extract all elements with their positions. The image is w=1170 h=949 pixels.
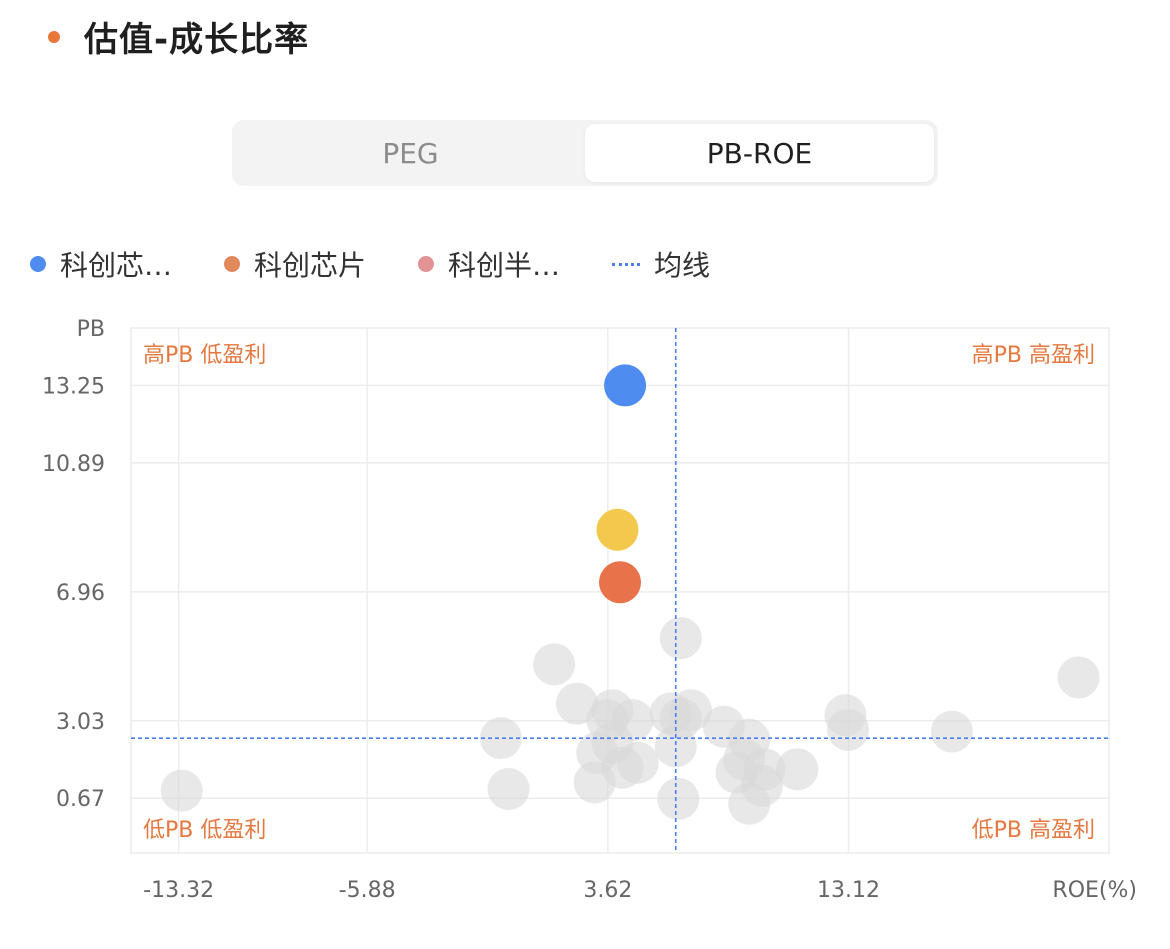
x-tick-label: -5.88 [339,878,396,903]
scatter-point-other [479,717,522,760]
y-tick-label: 13.25 [42,374,105,399]
scatter-point-other [533,643,576,686]
scatter-point-other [654,725,697,768]
quadrant-label-bottom-right: 低PB 高盈利 [972,818,1095,843]
legend-label: 科创芯片 [254,249,367,282]
scatter-point-highlight-2 [596,508,639,551]
quadrant-label-bottom-left: 低PB 低盈利 [143,818,266,843]
legend-dot-icon [30,256,46,272]
legend-item-series-3[interactable]: 科创半… [418,244,560,284]
x-tick-label: -13.32 [143,878,214,903]
chart-legend: 科创芯… 科创芯片 科创半… 均线 [30,244,762,284]
tab-pb-roe[interactable]: PB-ROE [585,124,934,182]
legend-label: 科创芯… [60,249,173,282]
x-axis-title: ROE(%) [1052,878,1137,903]
y-tick-label: 10.89 [42,452,105,477]
legend-dot-icon [418,256,435,272]
y-tick-label: 6.96 [56,581,105,606]
section-bullet-icon [48,30,60,43]
scatter-point-highlight-1 [604,364,647,407]
scatter-point-other [776,748,819,791]
y-tick-label: 0.67 [56,787,105,812]
tab-peg[interactable]: PEG [382,136,439,170]
scatter-point-other [728,782,771,825]
scatter-point-other [827,708,870,751]
plot-frame [130,327,1110,854]
legend-label: 均线 [654,249,711,282]
y-axis-title: PB [77,317,105,342]
scatter-point-other [573,761,616,804]
quadrant-label-top-right: 高PB 高盈利 [972,343,1095,368]
scatter-point-other [657,777,700,820]
y-tick-label: 3.03 [56,710,105,735]
legend-label: 科创半… [448,249,561,282]
pb-roe-scatter-chart: -13.32 -5.88 3.62 13.12 13.25 10.89 6.96 3.03 0.… [42,317,1137,903]
scatter-point-other [659,617,702,660]
quadrant-label-top-left: 高PB 低盈利 [143,343,266,368]
tab-switcher: PEG PB-ROE [232,120,938,186]
dotted-line-icon [612,262,641,266]
legend-item-series-1[interactable]: 科创芯… [30,244,172,284]
section-title: 估值-成长比率 [84,20,310,60]
section-header: 估值-成长比率 [48,12,309,61]
x-tick-label: 13.12 [817,878,880,903]
x-tick-label: 3.62 [583,878,632,903]
scatter-point-other [930,710,973,753]
scatter-point-other [1057,656,1100,699]
legend-item-series-2[interactable]: 科创芯片 [224,244,366,284]
legend-dot-icon [224,256,241,272]
scatter-point-other [160,769,203,812]
scatter-point-highlight-3 [599,561,641,604]
legend-item-mean-line[interactable]: 均线 [612,244,710,284]
scatter-point-other [487,768,530,811]
